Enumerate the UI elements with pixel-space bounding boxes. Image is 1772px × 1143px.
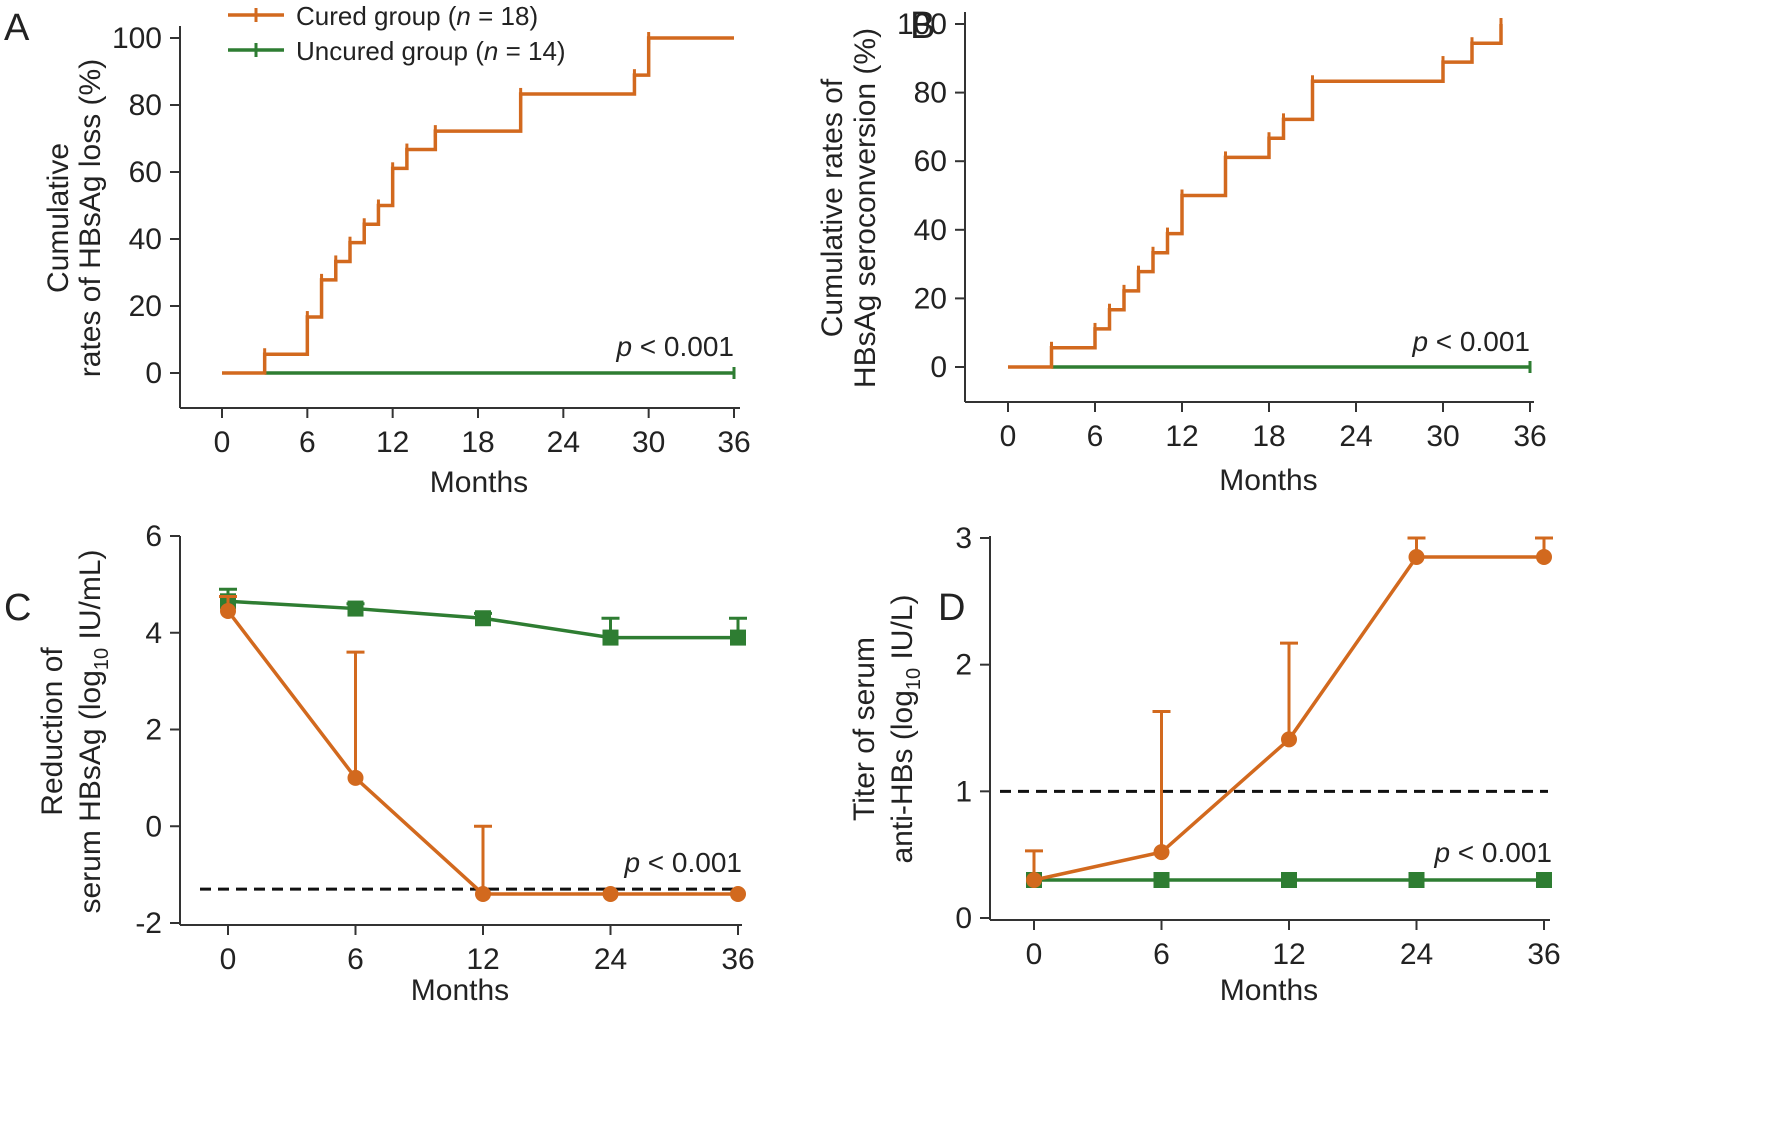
legend-uncured: Uncured group (n = 14) bbox=[228, 36, 566, 66]
km-curve-cured-A bbox=[222, 36, 734, 375]
data-point-uncured-C bbox=[602, 629, 619, 646]
data-point-uncured-D bbox=[1408, 872, 1425, 888]
y-tick-label-D: 2 bbox=[955, 649, 972, 682]
y-tick-label-B: 60 bbox=[914, 145, 947, 178]
x-tick-label-A: 12 bbox=[376, 426, 409, 459]
x-axis-title-C: Months bbox=[411, 974, 509, 1007]
y-axis-title-line1-B: Cumulative rates of bbox=[816, 78, 849, 337]
y-axis-title-line2-C: serum HBsAg (log10 IU/mL) bbox=[74, 549, 113, 913]
x-axis-title-B: Months bbox=[1219, 464, 1317, 497]
x-tick-label-A: 18 bbox=[461, 426, 494, 459]
y-tick-label-C: 2 bbox=[145, 714, 162, 747]
x-tick-label-B: 12 bbox=[1165, 420, 1198, 453]
panel-letter-b: B bbox=[910, 5, 935, 47]
chart-panel-b: 0 20 40 60 80 100 0 6 12 18 24 30 36 Months Cumulative… bbox=[816, 8, 1547, 497]
x-tick-label-C: 24 bbox=[594, 943, 627, 976]
y-tick-label-C: 0 bbox=[145, 810, 162, 843]
panel-letter-c: C bbox=[4, 587, 31, 629]
chart-panel-a: 0 20 40 60 80 100 0 6 12 18 24 30 36 Months Cumulative… bbox=[42, 22, 751, 499]
y-tick-label-B: 40 bbox=[914, 214, 947, 247]
x-axis-title-D: Months bbox=[1220, 974, 1318, 1007]
p-value-annotation-B: p < 0.001 bbox=[1411, 326, 1530, 357]
x-tick-label-D: 6 bbox=[1153, 938, 1170, 971]
y-axis-title-line2-D: anti-HBs (log10 IU/L) bbox=[886, 594, 925, 863]
x-tick-label-B: 36 bbox=[1513, 420, 1546, 453]
y-tick-label-B: 0 bbox=[930, 351, 947, 384]
y-tick-label-B: 80 bbox=[914, 77, 947, 110]
x-tick-label-C: 0 bbox=[220, 943, 237, 976]
x-tick-label-C: 12 bbox=[466, 943, 499, 976]
data-point-uncured-C bbox=[730, 629, 746, 646]
legend-cured-label: Cured group (n = 18) bbox=[296, 1, 538, 31]
p-value-annotation-C: p < 0.001 bbox=[623, 847, 742, 878]
data-point-cured-D bbox=[1026, 872, 1042, 888]
x-tick-label-D: 12 bbox=[1272, 938, 1305, 971]
x-tick-label-B: 18 bbox=[1252, 420, 1285, 453]
y-tick-label-A: 20 bbox=[129, 290, 162, 323]
y-tick-label-D: 1 bbox=[955, 775, 972, 808]
y-tick-label-B: 20 bbox=[914, 282, 947, 315]
data-point-cured-C bbox=[730, 885, 746, 902]
y-tick-label-A: 0 bbox=[145, 357, 162, 390]
y-tick-label-A: 60 bbox=[129, 156, 162, 189]
x-tick-label-A: 6 bbox=[299, 426, 316, 459]
y-tick-label-C: 4 bbox=[145, 617, 162, 650]
panel-letter-a: A bbox=[4, 7, 30, 49]
y-axis-title-line1-D: Titer of serum bbox=[848, 637, 881, 821]
data-point-uncured-D bbox=[1153, 872, 1170, 888]
x-tick-label-D: 0 bbox=[1026, 938, 1043, 971]
x-tick-label-D: 24 bbox=[1400, 938, 1433, 971]
y-tick-label-D: 0 bbox=[955, 902, 972, 935]
data-point-cured-C bbox=[602, 885, 619, 902]
x-tick-label-C: 36 bbox=[721, 943, 754, 976]
p-value-annotation-D: p < 0.001 bbox=[1433, 837, 1552, 868]
y-tick-label-A: 100 bbox=[112, 22, 162, 55]
data-point-uncured-C bbox=[475, 610, 491, 627]
legend-cured: Cured group (n = 18) bbox=[228, 1, 538, 31]
legend-uncured-label: Uncured group (n = 14) bbox=[296, 36, 566, 66]
y-axis-title-line2-B: HBsAg seroconversion (%) bbox=[849, 28, 882, 388]
y-axis-title-line2-A: rates of HBsAg loss (%) bbox=[74, 59, 107, 377]
data-point-cured-C bbox=[220, 602, 236, 619]
data-point-cured-D bbox=[1281, 731, 1297, 748]
data-point-cured-D bbox=[1408, 549, 1425, 565]
x-tick-label-B: 24 bbox=[1339, 420, 1372, 453]
x-tick-label-D: 36 bbox=[1527, 938, 1560, 971]
y-tick-label-A: 40 bbox=[129, 223, 162, 256]
x-tick-label-A: 30 bbox=[632, 426, 665, 459]
x-tick-label-B: 6 bbox=[1087, 420, 1104, 453]
km-curve-cured-B bbox=[1008, 24, 1503, 369]
data-point-uncured-D bbox=[1536, 872, 1552, 888]
x-tick-label-C: 6 bbox=[347, 943, 364, 976]
y-axis-title-line1-A: Cumulative bbox=[42, 143, 75, 293]
legend: Cured group (n = 18) Uncured group (n = … bbox=[228, 1, 566, 66]
data-point-cured-D bbox=[1153, 844, 1170, 861]
x-tick-label-A: 0 bbox=[214, 426, 231, 459]
data-point-uncured-D bbox=[1281, 872, 1297, 888]
y-axis-title-line1-C: Reduction of bbox=[36, 647, 69, 816]
y-tick-label-A: 80 bbox=[129, 89, 162, 122]
data-point-cured-D bbox=[1536, 549, 1552, 565]
x-tick-label-A: 24 bbox=[547, 426, 580, 459]
y-tick-label-C: 6 bbox=[145, 520, 162, 553]
data-point-cured-C bbox=[475, 885, 491, 902]
y-tick-label-C: -2 bbox=[135, 907, 162, 940]
x-tick-label-B: 30 bbox=[1426, 420, 1459, 453]
data-point-cured-C bbox=[347, 769, 364, 786]
data-point-uncured-C bbox=[347, 600, 364, 617]
x-axis-title-A: Months bbox=[430, 466, 528, 499]
x-tick-label-A: 36 bbox=[717, 426, 750, 459]
panel-letter-d: D bbox=[938, 587, 965, 629]
y-tick-label-D: 3 bbox=[955, 522, 972, 555]
y-tick-label-B: 100 bbox=[897, 8, 947, 41]
x-tick-label-B: 0 bbox=[1000, 420, 1017, 453]
p-value-annotation-A: p < 0.001 bbox=[615, 331, 734, 362]
